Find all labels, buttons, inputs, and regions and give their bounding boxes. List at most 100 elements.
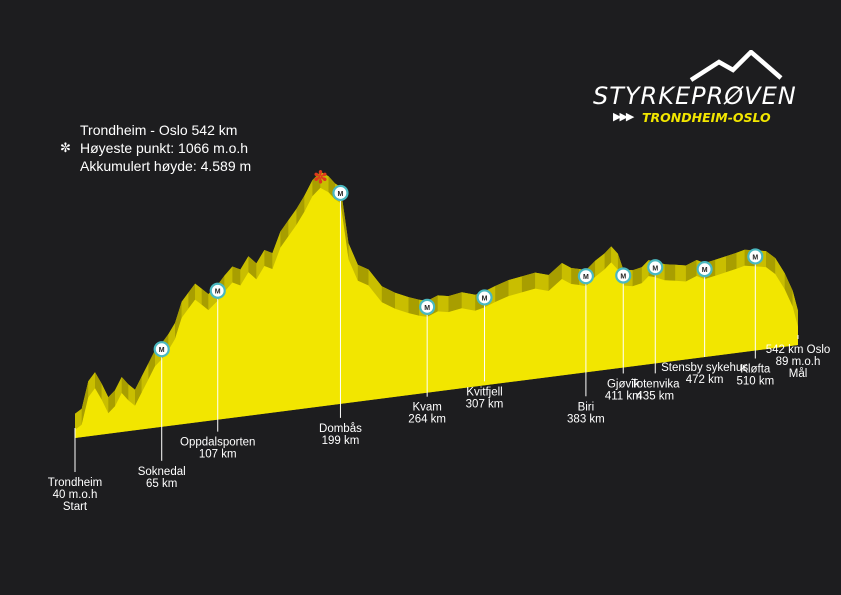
station-symbol: M xyxy=(583,274,589,281)
profile-facet xyxy=(264,250,273,270)
location-km: 383 km xyxy=(567,413,605,425)
profile-facet xyxy=(168,323,175,351)
profile-facet xyxy=(495,280,509,302)
profile-facet xyxy=(775,258,785,290)
profile-facet xyxy=(312,171,321,197)
logo-brand: STYRKEPRØVEN xyxy=(593,82,797,110)
location-name: Totenvika xyxy=(631,378,680,390)
location-extra: Start xyxy=(63,501,88,513)
location-name: Dombås xyxy=(319,423,362,435)
location-km: 307 km xyxy=(466,398,504,410)
station-marker: M xyxy=(577,268,595,285)
profile-facet xyxy=(535,272,549,291)
location-name: Trondheim xyxy=(48,477,103,489)
location-km: 65 km xyxy=(146,478,177,490)
profile-facet xyxy=(437,295,449,313)
station-symbol: M xyxy=(620,273,626,280)
profile-facet xyxy=(148,350,155,380)
profile-facet xyxy=(88,372,95,398)
profile-facet xyxy=(548,263,562,291)
station-ring xyxy=(696,261,713,278)
profile-facet xyxy=(224,266,233,292)
profile-facet xyxy=(604,246,612,270)
station-symbol: M xyxy=(215,289,221,296)
profile-facet xyxy=(736,249,745,269)
station-symbol: M xyxy=(482,295,488,302)
station-ring xyxy=(419,298,436,315)
location-km: 40 m.o.h xyxy=(53,489,98,501)
profile-facet xyxy=(395,292,409,314)
profile-facet xyxy=(461,292,476,311)
station-ring xyxy=(209,282,226,299)
location-km: 510 km xyxy=(736,375,774,387)
star-marker-icon: ✼ xyxy=(313,168,327,187)
station-markers: M M M M M M M M M M xyxy=(153,184,764,358)
profile-facet xyxy=(611,246,618,270)
station-ring xyxy=(647,259,664,276)
station-ring xyxy=(332,184,349,202)
accumulated-climb: Akkumulert høyde: 4.589 m xyxy=(80,158,252,174)
station-ring xyxy=(577,268,595,285)
station-ring xyxy=(153,341,170,358)
profile-facet xyxy=(201,288,209,311)
location-name: Oppdalsporten xyxy=(180,437,255,449)
station-ring xyxy=(615,267,632,284)
highest-point-marker: ✼ xyxy=(313,168,327,187)
profile-facet xyxy=(641,260,649,284)
location-km: 264 km xyxy=(408,414,446,426)
profile-facet xyxy=(368,269,382,303)
profile-facet xyxy=(280,220,289,248)
profile-facet xyxy=(141,363,149,393)
location-km: 472 km xyxy=(686,374,724,386)
station-marker: M xyxy=(615,267,632,284)
profile-facet xyxy=(248,256,257,280)
profile-facet xyxy=(121,377,129,401)
mountain-outline-icon xyxy=(689,50,783,82)
location-leader-lines xyxy=(74,200,799,472)
location-name: Soknedal xyxy=(138,466,186,478)
route-distance: Trondheim - Oslo 542 km xyxy=(80,122,238,138)
profile-facet xyxy=(448,292,462,313)
station-marker: M xyxy=(747,248,764,265)
triple-chevron-icon: ▶▶▶ xyxy=(613,110,634,123)
profile-facet xyxy=(792,290,798,327)
profile-facet xyxy=(632,267,642,287)
station-symbol: M xyxy=(752,254,758,261)
station-ring xyxy=(476,289,493,306)
elevation-profile-area xyxy=(75,171,798,438)
location-name: Gjøvik xyxy=(607,378,640,390)
profile-facet xyxy=(664,264,676,281)
profile-facet xyxy=(232,266,241,286)
profile-facet xyxy=(357,264,369,286)
profile-facet xyxy=(115,377,122,407)
station-symbol: M xyxy=(702,267,708,274)
star-marker-icon: ✼ xyxy=(60,140,71,155)
station-symbol: M xyxy=(652,265,658,272)
location-name: Kvam xyxy=(412,402,441,414)
profile-facet xyxy=(348,243,358,281)
profile-facet xyxy=(571,268,580,285)
profile-facet xyxy=(188,283,196,309)
profile-facet xyxy=(256,250,265,280)
route-info: Trondheim - Oslo 542 km ✼ Høyeste punkt:… xyxy=(60,121,252,175)
profile-facet xyxy=(195,283,202,305)
profile-facet xyxy=(240,256,249,286)
profile-facet xyxy=(95,372,102,400)
location-name: Kløfta xyxy=(740,363,771,375)
profile-facet xyxy=(685,260,697,282)
location-km: 199 km xyxy=(322,435,360,447)
location-km: 107 km xyxy=(199,449,237,461)
highest-point-row: ✼ Høyeste punkt: 1066 m.o.h xyxy=(60,139,251,157)
profile-facet xyxy=(304,180,313,212)
